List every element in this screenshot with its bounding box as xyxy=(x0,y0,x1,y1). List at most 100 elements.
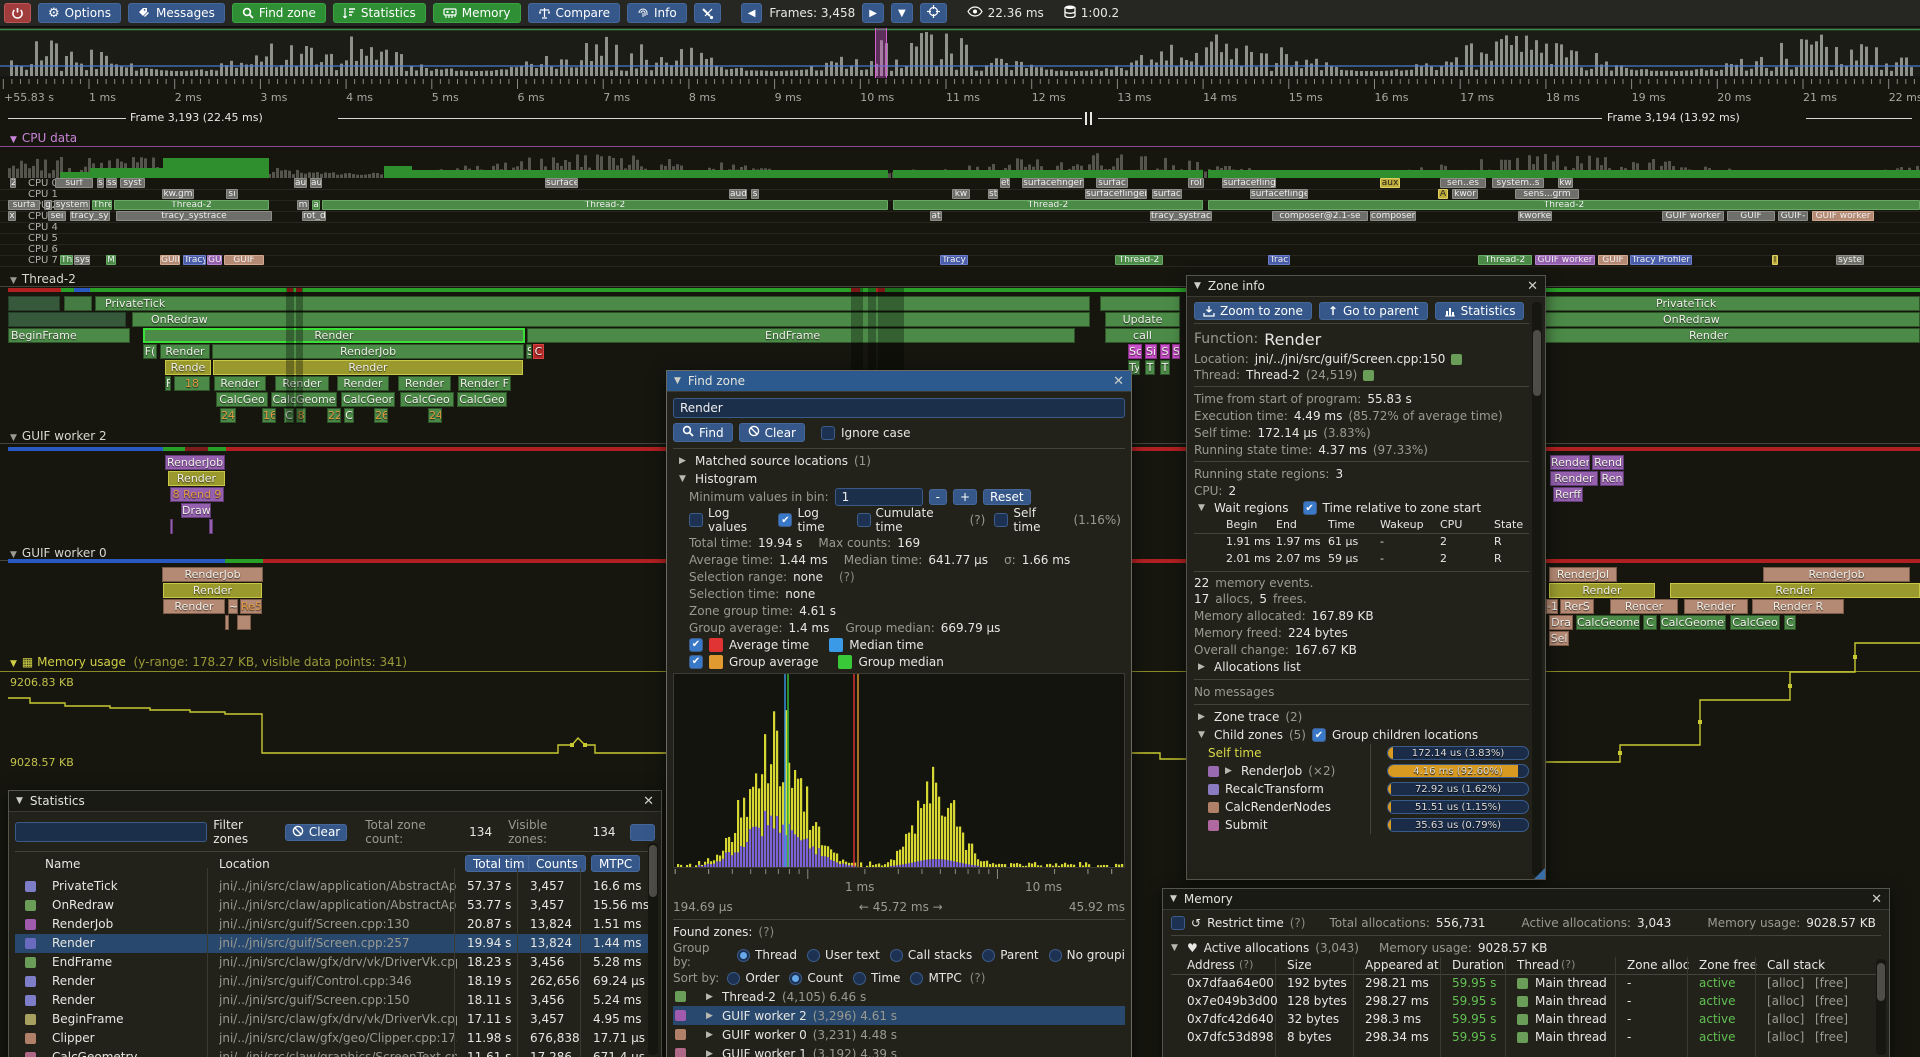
next-frame-button[interactable]: ▶ xyxy=(862,3,884,23)
timeline-zone[interactable]: Rerff xyxy=(1553,487,1583,502)
group-children-checkbox[interactable]: ✔ xyxy=(1311,728,1326,742)
timeline-zone[interactable]: S xyxy=(1160,344,1170,359)
cpu-zone-chip[interactable]: Trac xyxy=(1268,255,1290,265)
timeline-zone[interactable]: Render xyxy=(1684,599,1748,614)
timeline-zone[interactable]: Rend xyxy=(1592,455,1624,470)
statistics-row[interactable]: Render jni/../jni/src/guif/Screen.cpp:257… xyxy=(15,934,651,953)
statistics-row[interactable]: PrivateTick jni/../jni/src/claw/applicati… xyxy=(15,877,651,896)
found-zone-group[interactable]: ▶ GUIF worker 2 (3,296) 4.61 s xyxy=(673,1006,1125,1025)
cpu-zone-chip[interactable]: kw xyxy=(952,189,970,199)
timeline-zone[interactable] xyxy=(8,296,60,311)
cpu-zone-chip[interactable]: composer@2.1-se (HW xyxy=(1272,211,1368,221)
cpu-zone-chip[interactable]: aud xyxy=(729,189,747,199)
statistics-row[interactable]: CalcGeometry jni/../jni/src/claw/graphics… xyxy=(15,1048,651,1057)
timeline-zone[interactable]: Render xyxy=(163,599,225,614)
timeline-zone[interactable]: 24 xyxy=(428,408,442,423)
zone-location[interactable]: jni/../jni/src/guif/Screen.cpp:150 xyxy=(1254,352,1446,366)
group-by-option[interactable]: User text xyxy=(807,948,880,962)
allocation-row[interactable]: 0x7dfc42d640 32 bytes 298.3 ms 59.95 s Main … xyxy=(1187,1012,1849,1026)
cpu-zone-chip[interactable]: composer@ xyxy=(1370,211,1416,221)
cpu-zone-chip[interactable]: surfaceflinger xyxy=(1085,189,1147,199)
cpu-zone-chip[interactable]: kworke xyxy=(1518,211,1552,221)
close-icon[interactable]: ✕ xyxy=(1113,373,1124,389)
timeline-zone[interactable]: CalcGeo xyxy=(216,392,268,407)
thread-header-thread2[interactable]: ▼ Thread-2 xyxy=(10,272,76,286)
timeline-zone[interactable]: S xyxy=(526,344,532,359)
col-mtpc[interactable]: MTPC xyxy=(591,855,641,872)
timeline-zone[interactable]: Render xyxy=(213,360,523,375)
timeline-zone[interactable]: Update xyxy=(1105,312,1180,327)
timeline-zone[interactable]: T xyxy=(1145,360,1155,375)
cpu-zone-chip[interactable]: GUIF xyxy=(160,255,180,265)
timeline-zone[interactable]: CalcGeomet xyxy=(1660,615,1726,630)
cpu-zone-chip[interactable]: x xyxy=(8,211,16,221)
timeline-zone[interactable]: CalcGeome xyxy=(271,392,337,407)
mem-col-call-stack[interactable]: Call stack xyxy=(1767,958,1826,972)
cpu-zone-chip[interactable]: et xyxy=(1000,178,1010,188)
timeline-zone[interactable]: RenderJ xyxy=(1550,455,1590,470)
timeline-zone[interactable]: C xyxy=(284,408,294,423)
toolbar-button-messages[interactable]: Messages xyxy=(127,3,225,23)
cpu-zone-chip[interactable]: si xyxy=(226,189,238,199)
cpu-zone-chip[interactable]: Thread-2 xyxy=(893,200,1203,210)
wait-col-state[interactable]: State xyxy=(1494,518,1524,531)
thread-header-worker0[interactable]: ▼ GUIF worker 0 xyxy=(10,546,107,560)
cpu-zone-chip[interactable]: GUIF w xyxy=(1598,255,1628,265)
timeline-zone[interactable]: Sc xyxy=(1128,344,1142,359)
cpu-zone-chip[interactable]: g xyxy=(44,200,52,210)
cpu-zone-chip[interactable]: syst xyxy=(74,255,90,265)
timeline-zone[interactable]: RenderJob xyxy=(1763,567,1910,582)
timeline-zone[interactable]: Render xyxy=(398,376,451,391)
timeline-zone[interactable]: Dra xyxy=(1549,615,1573,630)
timeline-zone[interactable]: Ren xyxy=(1600,471,1624,486)
timeline-zone[interactable]: C xyxy=(1643,615,1657,630)
cpu-zone-chip[interactable]: surfaceflinge xyxy=(1250,189,1308,199)
timeline-zone[interactable]: Render xyxy=(168,471,225,486)
timeline-zone[interactable] xyxy=(225,615,229,630)
timeline-zone[interactable]: RenderJol xyxy=(1549,567,1617,582)
statistics-row[interactable]: EndFrame jni/../jni/src/claw/gfx/drv/vk/D… xyxy=(15,953,651,972)
memory-scrollbar[interactable] xyxy=(1876,959,1886,1055)
child-zone-row[interactable]: CalcRenderNodes 51.51 us (1.15%) xyxy=(1194,798,1529,816)
mem-col-zone-free[interactable]: Zone free xyxy=(1699,958,1758,972)
timeline-zone[interactable]: RenderJob xyxy=(165,455,225,470)
timeline-zone[interactable]: Sel xyxy=(1549,631,1569,646)
found-zone-group[interactable]: ▶ GUIF worker 1 (3,192) 4.39 s xyxy=(673,1044,1125,1057)
timeline-zone[interactable]: Render F xyxy=(458,376,511,391)
timeline-zone[interactable]: Render xyxy=(1550,471,1598,486)
cpu-zone-chip[interactable]: A xyxy=(1438,189,1448,199)
cpu-zone-chip[interactable]: Thread-2 xyxy=(322,200,888,210)
timeline-zone[interactable] xyxy=(237,615,251,630)
timeline-zone[interactable]: F( xyxy=(143,344,157,359)
time-relative-checkbox[interactable]: ✔ xyxy=(1302,501,1317,515)
statistics-row[interactable]: Clipper jni/../jni/src/claw/gfx/geo/Clipp… xyxy=(15,1029,651,1048)
goto-frame-button[interactable] xyxy=(919,3,947,23)
cpu-zone-chip[interactable]: GUIF wor xyxy=(224,255,264,265)
child-zone-row[interactable]: RecalcTransform 72.92 us (1.62%) xyxy=(1194,780,1529,798)
cpu-zone-chip[interactable]: rot_d xyxy=(302,211,326,221)
legend-checkbox[interactable]: ✔ xyxy=(689,637,703,652)
cpu-zone-chip[interactable]: Thread-2 xyxy=(1115,255,1163,265)
timeline-zone[interactable]: 16 xyxy=(262,408,276,423)
timeline-zone[interactable]: Render xyxy=(163,583,262,598)
timeline-zone[interactable]: BeginFrame xyxy=(8,328,130,343)
matched-source-locations[interactable]: ▶ Matched source locations (1) xyxy=(679,454,871,468)
cpu-zone-chip[interactable]: tracy_systrace xyxy=(1150,211,1212,221)
cpu-zone-chip[interactable]: surfacefling xyxy=(1222,178,1276,188)
timeline-zone[interactable]: RenderJob xyxy=(212,344,524,359)
timeline-zone[interactable]: C xyxy=(344,408,354,423)
restrict-time-checkbox[interactable] xyxy=(1171,916,1185,930)
timeline-zone[interactable]: 8 xyxy=(296,408,306,423)
ignore-case-checkbox[interactable] xyxy=(820,425,835,440)
wait-regions-toggle[interactable]: ▼ Wait regions ✔ Time relative to zone s… xyxy=(1198,501,1482,515)
cpu-zone-chip[interactable]: syste xyxy=(1836,255,1864,265)
allocation-row[interactable]: 0x7dfaa64e00 192 bytes 298.21 ms 59.95 s Mai… xyxy=(1187,976,1849,990)
frame-popup-button[interactable]: ▼ xyxy=(890,3,913,23)
cpu-zone-chip[interactable]: au xyxy=(294,178,307,188)
zone-info-titlebar[interactable]: ▼ Zone info ✕ xyxy=(1187,276,1545,297)
sort-by-option[interactable]: Count xyxy=(789,971,843,985)
histogram-plot[interactable] xyxy=(673,673,1125,868)
group-by-option[interactable]: Parent xyxy=(982,948,1039,962)
timeline-zone[interactable]: 8 Rend 9 xyxy=(170,487,224,502)
group-by-option[interactable]: No grouping xyxy=(1048,948,1125,962)
